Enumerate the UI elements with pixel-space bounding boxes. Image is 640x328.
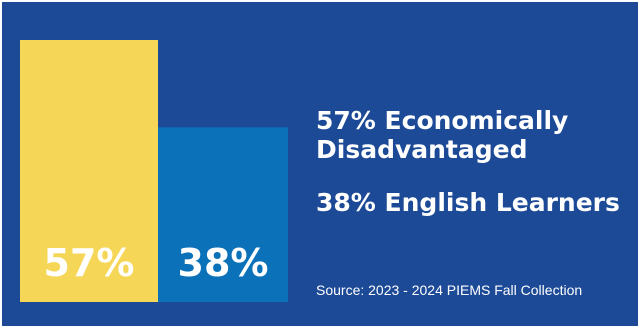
bar-label-english-learners: 38%	[178, 241, 269, 285]
bars-group	[20, 40, 288, 302]
legend-item-economically-disadvantaged: 57% Economically Disadvantaged	[316, 106, 569, 164]
legend-item-english-learners: 38% English Learners	[316, 188, 620, 217]
source-note: Source: 2023 - 2024 PIEMS Fall Collectio…	[316, 282, 583, 298]
bar-english-learners	[158, 127, 288, 302]
bar-labels-group: 57% 38%	[44, 241, 269, 285]
bar-label-economically-disadvantaged: 57%	[44, 241, 135, 285]
bar-economically-disadvantaged	[20, 40, 158, 302]
legend: 57% Economically Disadvantaged 38% Engli…	[316, 106, 634, 217]
